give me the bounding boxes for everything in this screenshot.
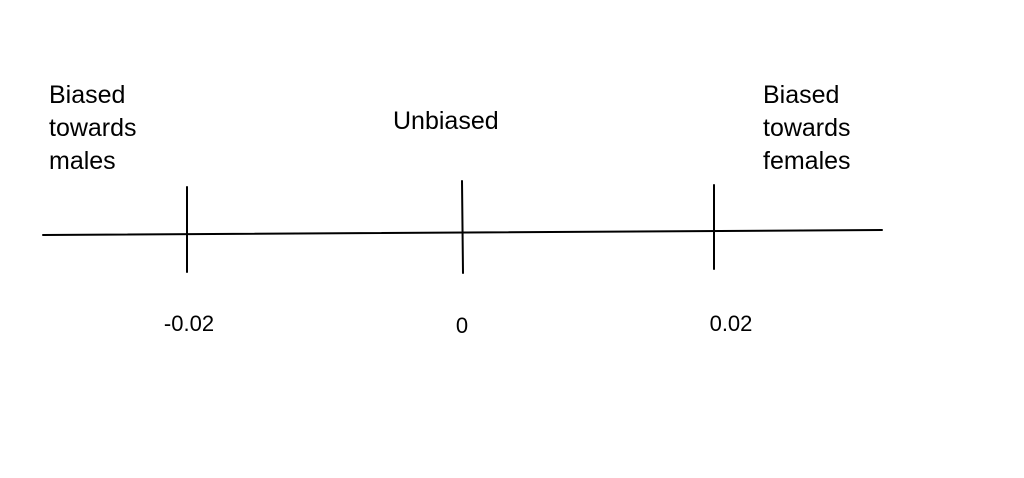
tick-label-zero: 0 [455,313,469,338]
biased-towards-females-label: Biased towards females [763,81,851,175]
tick-mark-zero [461,180,464,274]
tick-label-positive: 0.02 [709,311,753,336]
tick-label-negative: -0.02 [163,311,215,336]
biased-towards-males-label: Biased towards males [49,81,137,175]
unbiased-label: Unbiased [393,107,499,135]
